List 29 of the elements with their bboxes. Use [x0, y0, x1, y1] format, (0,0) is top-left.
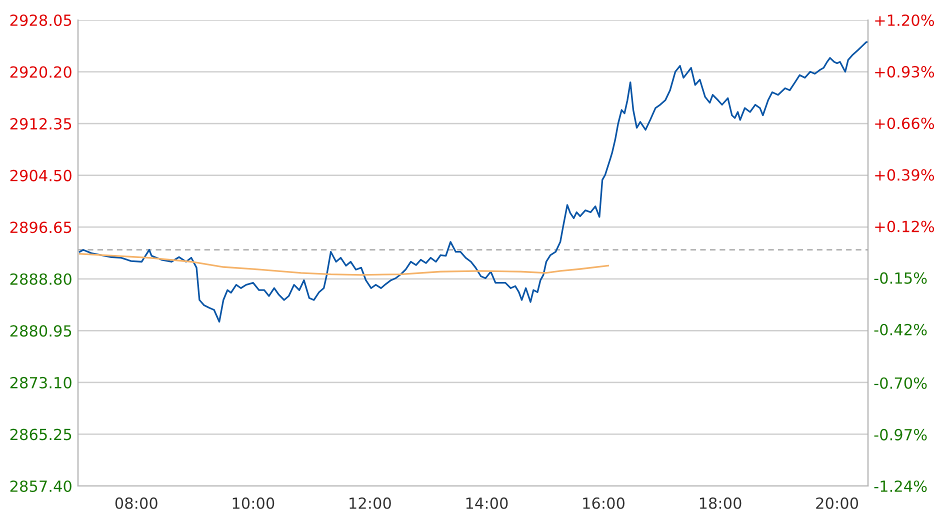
- y-tick-label: 2912.35: [10, 118, 72, 130]
- y-tick-label: 2896.65: [10, 222, 72, 234]
- y-tick-label: 2928.05: [10, 14, 72, 26]
- y2-tick-label: -0.70%: [874, 377, 927, 389]
- y2-tick-label: +1.20%: [875, 14, 934, 26]
- y-tick-label: 2880.95: [10, 325, 72, 337]
- y2-tick-label: +0.66%: [875, 118, 934, 130]
- x-tick-label: 16:00: [583, 497, 624, 509]
- line-series: [78, 41, 868, 323]
- y-tick-label: 2888.80: [10, 273, 72, 285]
- x-tick-label: 18:00: [700, 497, 742, 509]
- y2-tick-label: +0.39%: [875, 169, 934, 181]
- x-tick-label: 10:00: [232, 497, 274, 509]
- x-tick-label: 08:00: [115, 497, 158, 509]
- y2-tick-label: +0.12%: [875, 220, 934, 232]
- y-tick-label: 2857.40: [10, 480, 72, 492]
- y-tick-label: 2920.20: [10, 66, 72, 78]
- y2-tick-label: -0.97%: [874, 428, 927, 440]
- y-tick-label: 2904.50: [10, 170, 72, 182]
- y-tick-label: 2865.25: [10, 428, 72, 440]
- y2-tick-label: -1.24%: [874, 480, 927, 492]
- x-tick-label: 20:00: [816, 497, 858, 509]
- x-tick-label: 14:00: [466, 497, 508, 509]
- line-series: [78, 252, 610, 276]
- y-tick-label: 2873.10: [10, 376, 72, 388]
- y2-tick-label: -0.15%: [874, 272, 927, 284]
- y2-tick-label: +0.93%: [875, 66, 934, 78]
- y2-tick-label: -0.42%: [874, 324, 927, 336]
- x-tick-label: 12:00: [350, 497, 391, 509]
